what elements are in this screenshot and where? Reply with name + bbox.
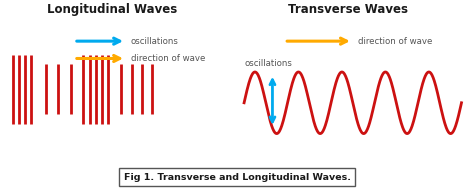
- Text: Transverse Waves: Transverse Waves: [288, 3, 408, 16]
- Text: direction of wave: direction of wave: [131, 54, 205, 63]
- Text: Fig 1. Transverse and Longitudinal Waves.: Fig 1. Transverse and Longitudinal Waves…: [124, 173, 350, 182]
- Text: Longitudinal Waves: Longitudinal Waves: [46, 3, 177, 16]
- Text: direction of wave: direction of wave: [357, 37, 432, 46]
- Text: oscillations: oscillations: [131, 37, 179, 46]
- Text: oscillations: oscillations: [244, 59, 292, 68]
